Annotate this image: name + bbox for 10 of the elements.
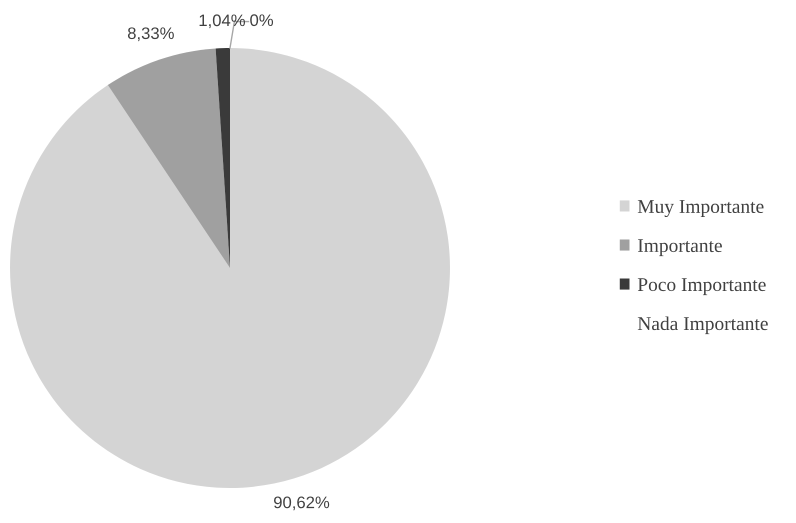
pie-slice bbox=[108, 48, 230, 268]
data-label: 8,33% bbox=[128, 27, 174, 42]
legend-label: Muy Importante bbox=[638, 200, 764, 218]
legend-label: Importante bbox=[638, 239, 722, 256]
pie-slice bbox=[10, 48, 450, 488]
data-label: 1,04% bbox=[200, 14, 245, 28]
data-label: 90,62% bbox=[274, 496, 330, 510]
legend-label: Poco Importante bbox=[638, 278, 766, 296]
text: 0% bbox=[250, 14, 274, 26]
category-label: Nada Importante bbox=[638, 316, 768, 334]
